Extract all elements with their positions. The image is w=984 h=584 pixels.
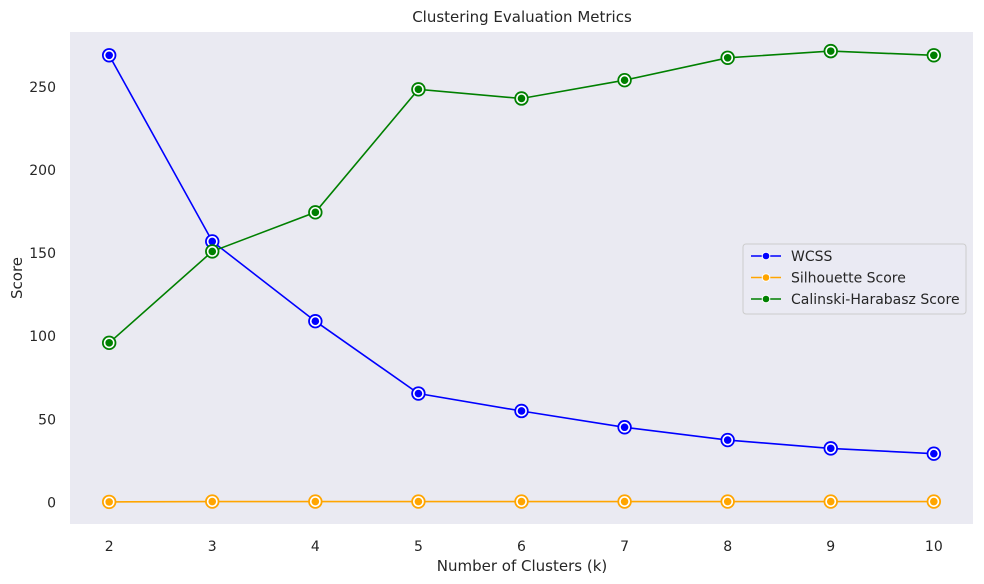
- legend-label: Calinski-Harabasz Score: [791, 292, 960, 308]
- data-point-core-wcss: [620, 423, 629, 432]
- data-point-core-calinski-harabasz-score: [620, 76, 629, 85]
- x-tick-labels: 2 3 4 5 6 7 8 9 10: [105, 539, 943, 555]
- data-point-core-silhouette-score: [517, 497, 526, 506]
- data-point-core-calinski-harabasz-score: [208, 247, 217, 256]
- y-tick-label: 50: [38, 412, 56, 428]
- y-tick-label: 150: [29, 246, 56, 262]
- data-point-core-calinski-harabasz-score: [311, 208, 320, 217]
- y-tick-label: 250: [29, 80, 56, 96]
- data-point-core-silhouette-score: [311, 497, 320, 506]
- series-wcss: [101, 48, 942, 461]
- data-point-core-calinski-harabasz-score: [930, 51, 938, 60]
- data-point-core-wcss: [414, 389, 423, 398]
- x-tick-label: 9: [826, 539, 835, 555]
- y-tick-label: 200: [29, 163, 56, 179]
- legend-label: Silhouette Score: [791, 271, 906, 287]
- legend-item-calinski-harabasz-score: Calinski-Harabasz Score: [751, 292, 960, 308]
- x-tick-label: 8: [723, 539, 732, 555]
- y-tick-label: 100: [29, 329, 56, 345]
- data-point-core-wcss: [826, 444, 835, 453]
- series-silhouette-score: [101, 494, 942, 510]
- legend: WCSS Silhouette Score Calinski-Harabasz Sc…: [742, 243, 967, 315]
- data-point-core-wcss: [723, 436, 732, 444]
- x-tick-label: 4: [311, 539, 320, 555]
- data-point-core-calinski-harabasz-score: [105, 339, 113, 347]
- x-tick-label: 7: [620, 539, 629, 555]
- x-axis-label: Number of Clusters (k): [437, 557, 607, 575]
- data-point-core-silhouette-score: [826, 497, 835, 506]
- data-point-core-calinski-harabasz-score: [414, 85, 423, 94]
- legend-item-silhouette-score: Silhouette Score: [751, 271, 906, 287]
- x-tick-label: 3: [208, 539, 217, 555]
- data-point-core-silhouette-score: [414, 497, 423, 506]
- data-point-core-wcss: [517, 407, 526, 415]
- legend-swatch-marker: [761, 273, 771, 282]
- legend-box: [742, 243, 967, 315]
- data-point-core-wcss: [930, 449, 938, 458]
- legend-swatch-marker: [761, 251, 771, 261]
- data-point-core-silhouette-score: [723, 497, 732, 506]
- data-point-core-wcss: [311, 317, 320, 326]
- y-axis-label: Score: [8, 257, 26, 299]
- data-point-core-calinski-harabasz-score: [826, 47, 835, 55]
- data-point-core-calinski-harabasz-score: [517, 94, 526, 103]
- x-tick-label: 5: [414, 539, 423, 555]
- data-point-core-silhouette-score: [208, 497, 217, 506]
- y-tick-label: 0: [47, 495, 56, 511]
- legend-label: WCSS: [791, 249, 833, 265]
- data-point-core-silhouette-score: [930, 497, 938, 506]
- x-tick-label: 2: [105, 539, 114, 555]
- data-point-core-wcss: [105, 51, 113, 60]
- series-lines: [101, 43, 942, 510]
- x-tick-label: 6: [517, 539, 526, 555]
- data-point-core-silhouette-score: [105, 498, 113, 506]
- series-calinski-harabasz-score: [101, 43, 942, 351]
- legend-swatch-marker: [761, 294, 771, 304]
- y-tick-labels: 0 50 100 150 200 250: [29, 80, 56, 512]
- x-tick-label: 10: [925, 539, 943, 555]
- data-point-core-calinski-harabasz-score: [723, 53, 732, 62]
- data-point-core-wcss: [208, 237, 217, 246]
- legend-item-wcss: WCSS: [751, 249, 833, 265]
- data-point-core-silhouette-score: [620, 497, 629, 506]
- chart-title: Clustering Evaluation Metrics: [412, 8, 632, 26]
